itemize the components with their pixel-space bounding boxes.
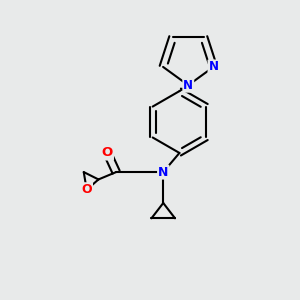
Text: O: O xyxy=(102,146,113,159)
Text: N: N xyxy=(183,79,193,92)
Text: N: N xyxy=(208,60,218,74)
Text: N: N xyxy=(158,166,168,178)
Text: O: O xyxy=(81,183,92,196)
